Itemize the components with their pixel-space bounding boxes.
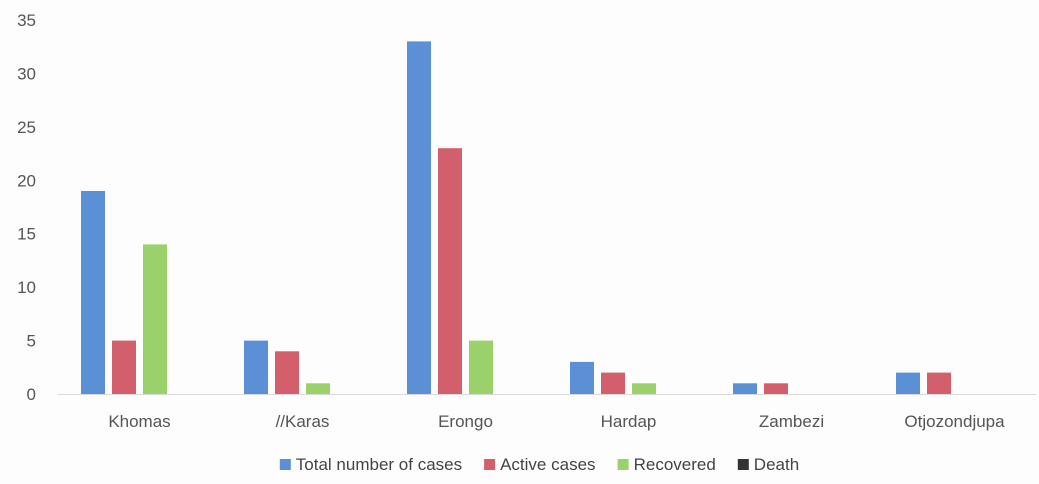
bar-recovered-erongo bbox=[469, 340, 493, 394]
bar-total-number-of-cases-zambezi bbox=[733, 383, 757, 394]
legend-swatch-active-cases bbox=[484, 459, 496, 470]
bar-total-number-of-cases-erongo bbox=[407, 41, 431, 395]
bar-active-cases-khomas bbox=[112, 340, 136, 394]
x-tick-label: Otjozondjupa bbox=[904, 412, 1005, 431]
bar-recovered-karas bbox=[306, 383, 330, 394]
x-tick-label: Zambezi bbox=[759, 412, 824, 431]
legend-swatch-total-number-of-cases bbox=[279, 459, 291, 470]
bar-total-number-of-cases-khomas bbox=[81, 191, 105, 394]
bar-recovered-hardap bbox=[632, 383, 656, 394]
x-tick-label: //Karas bbox=[276, 412, 330, 431]
legend-label-total-number-of-cases: Total number of cases bbox=[296, 455, 462, 474]
bar-active-cases-zambezi bbox=[764, 383, 788, 394]
legend-swatch-recovered bbox=[617, 459, 629, 470]
bars-group bbox=[81, 41, 951, 395]
bar-recovered-khomas bbox=[143, 244, 167, 394]
y-tick-label: 5 bbox=[27, 332, 36, 351]
bar-active-cases-otjozondjupa bbox=[927, 372, 951, 394]
y-tick-label: 20 bbox=[17, 171, 36, 190]
legend: Total number of cases Active cases Recover… bbox=[279, 455, 799, 474]
bar-active-cases-hardap bbox=[601, 372, 625, 394]
x-tick-label: Khomas bbox=[108, 412, 170, 431]
x-tick-label: Hardap bbox=[601, 412, 657, 431]
y-tick-label: 30 bbox=[17, 64, 36, 83]
legend-label-death: Death bbox=[754, 455, 799, 474]
y-tick-label: 15 bbox=[17, 225, 36, 244]
legend-swatch-death bbox=[737, 459, 749, 470]
x-tick-label: Erongo bbox=[438, 412, 493, 431]
bar-active-cases-erongo bbox=[438, 148, 462, 394]
bar-total-number-of-cases-otjozondjupa bbox=[896, 372, 920, 394]
bar-total-number-of-cases-karas bbox=[244, 340, 268, 394]
y-tick-label: 25 bbox=[17, 118, 36, 137]
bar-active-cases-karas bbox=[275, 351, 299, 394]
legend-label-recovered: Recovered bbox=[634, 455, 716, 474]
bar-total-number-of-cases-hardap bbox=[570, 361, 594, 394]
y-tick-label: 10 bbox=[17, 278, 36, 297]
y-tick-label: 0 bbox=[27, 385, 36, 404]
y-tick-label: 35 bbox=[17, 11, 36, 30]
legend-label-active-cases: Active cases bbox=[500, 455, 595, 474]
x-axis-ticks: Khomas //Karas Erongo Hardap Zambezi Otjozond… bbox=[108, 412, 1005, 431]
y-axis-ticks: 0 5 10 15 20 25 30 35 bbox=[17, 11, 36, 404]
